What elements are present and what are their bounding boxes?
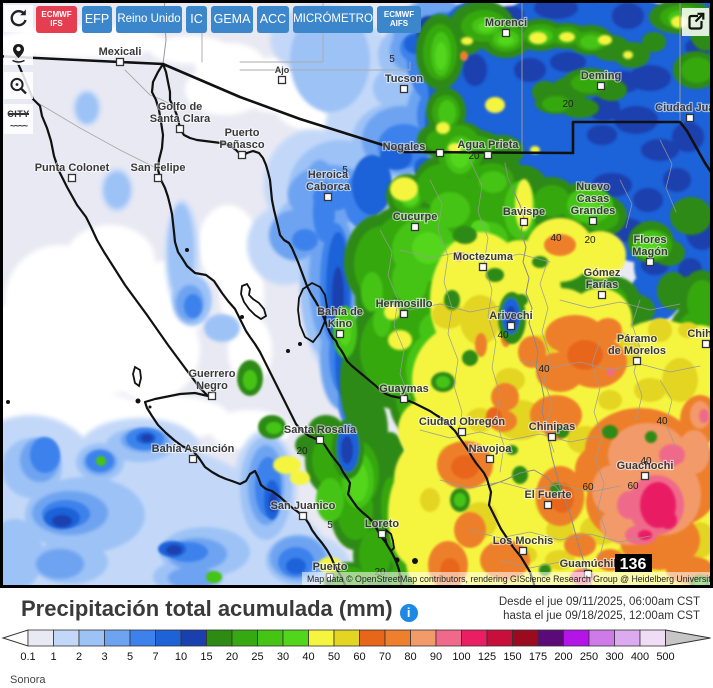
svg-text:5: 5: [389, 54, 395, 65]
svg-text:Agua Prieta: Agua Prieta: [457, 139, 519, 151]
svg-text:40: 40: [497, 330, 509, 341]
svg-text:Mexicali: Mexicali: [99, 46, 142, 58]
svg-text:Ciudad Obregón: Ciudad Obregón: [419, 416, 505, 428]
svg-text:Guaymas: Guaymas: [379, 383, 429, 395]
svg-text:0.1: 0.1: [20, 651, 35, 663]
svg-text:Deming: Deming: [581, 70, 621, 82]
svg-text:Santa Clara: Santa Clara: [150, 113, 211, 125]
svg-text:175: 175: [529, 651, 547, 663]
svg-text:de Morelos: de Morelos: [608, 345, 666, 357]
svg-text:Caborca: Caborca: [306, 181, 351, 193]
svg-text:Negro: Negro: [196, 380, 228, 392]
svg-text:Hermosillo: Hermosillo: [376, 298, 433, 310]
svg-text:Golfo de: Golfo de: [158, 101, 203, 113]
svg-text:Grandes: Grandes: [571, 205, 616, 217]
svg-text:20: 20: [468, 151, 480, 162]
svg-text:Guamúchil: Guamúchil: [560, 558, 617, 570]
svg-text:7: 7: [152, 651, 158, 663]
svg-text:125: 125: [478, 651, 496, 663]
svg-text:Puerto: Puerto: [313, 561, 348, 573]
svg-text:Chihua: Chihua: [687, 328, 713, 340]
svg-text:40: 40: [550, 233, 562, 244]
svg-text:Guerrero: Guerrero: [188, 368, 235, 380]
svg-text:3: 3: [101, 651, 107, 663]
svg-text:Nogales: Nogales: [383, 141, 426, 153]
svg-text:Páramo: Páramo: [617, 333, 658, 345]
svg-text:Peñasco: Peñasco: [219, 139, 265, 151]
svg-text:40: 40: [640, 456, 652, 467]
svg-text:Navojoa: Navojoa: [469, 443, 513, 455]
svg-text:20: 20: [562, 99, 574, 110]
svg-text:10: 10: [175, 651, 187, 663]
svg-text:250: 250: [580, 651, 598, 663]
svg-text:Heroica: Heroica: [308, 169, 349, 181]
svg-text:50: 50: [328, 651, 340, 663]
svg-text:400: 400: [631, 651, 649, 663]
svg-text:5: 5: [342, 165, 348, 176]
svg-text:60: 60: [582, 482, 594, 493]
svg-text:Morenci: Morenci: [485, 17, 527, 29]
svg-text:Farías: Farías: [586, 279, 618, 291]
svg-text:Bahía Asunción: Bahía Asunción: [152, 443, 235, 455]
svg-text:El Fuerte: El Fuerte: [524, 489, 571, 501]
svg-text:Punta Colonet: Punta Colonet: [35, 162, 110, 174]
svg-text:90: 90: [430, 651, 442, 663]
svg-text:40: 40: [302, 651, 314, 663]
svg-text:Loreto: Loreto: [365, 518, 400, 530]
svg-text:136: 136: [620, 556, 647, 573]
svg-text:Puerto: Puerto: [225, 127, 260, 139]
svg-text:40: 40: [656, 416, 668, 427]
svg-text:San Felipe: San Felipe: [130, 162, 185, 174]
svg-text:Tucson: Tucson: [385, 73, 424, 85]
svg-text:Gómez: Gómez: [584, 267, 621, 279]
svg-text:20: 20: [584, 235, 596, 246]
svg-text:80: 80: [404, 651, 416, 663]
svg-text:20: 20: [296, 446, 308, 457]
svg-text:Los Mochis: Los Mochis: [493, 535, 554, 547]
svg-text:60: 60: [353, 651, 365, 663]
svg-text:40: 40: [538, 364, 550, 375]
svg-text:Guachochi: Guachochi: [617, 460, 674, 472]
svg-text:1: 1: [50, 651, 56, 663]
svg-text:20: 20: [226, 651, 238, 663]
svg-text:Cucurpe: Cucurpe: [393, 211, 438, 223]
svg-text:Ciudad Juáre: Ciudad Juáre: [655, 102, 713, 114]
svg-text:Chinipas: Chinipas: [529, 421, 575, 433]
svg-text:70: 70: [379, 651, 391, 663]
svg-text:60: 60: [627, 481, 639, 492]
svg-text:Santa Rosalía: Santa Rosalía: [284, 424, 357, 436]
svg-text:200: 200: [554, 651, 572, 663]
svg-text:Arivechi: Arivechi: [489, 310, 532, 322]
svg-text:Casas: Casas: [577, 193, 609, 205]
svg-text:Map data © OpenStreetMap contr: Map data © OpenStreetMap contributors, r…: [307, 574, 713, 584]
svg-text:Bavispe: Bavispe: [503, 206, 545, 218]
svg-text:15: 15: [200, 651, 212, 663]
svg-text:Ajo: Ajo: [275, 65, 290, 75]
svg-text:150: 150: [503, 651, 521, 663]
svg-text:300: 300: [605, 651, 623, 663]
svg-text:2: 2: [76, 651, 82, 663]
svg-text:Moctezuma: Moctezuma: [453, 251, 514, 263]
svg-text:5: 5: [127, 651, 133, 663]
svg-text:Nuevo: Nuevo: [576, 181, 610, 193]
svg-text:25: 25: [251, 651, 263, 663]
svg-text:100: 100: [452, 651, 470, 663]
svg-text:5: 5: [327, 520, 333, 531]
svg-text:Flores: Flores: [633, 234, 666, 246]
svg-text:Kino: Kino: [328, 318, 353, 330]
svg-text:San Juanico: San Juanico: [271, 500, 336, 512]
svg-text:30: 30: [277, 651, 289, 663]
svg-text:500: 500: [656, 651, 674, 663]
svg-text:Bahía de: Bahía de: [317, 306, 363, 318]
svg-text:Magón: Magón: [632, 246, 668, 258]
